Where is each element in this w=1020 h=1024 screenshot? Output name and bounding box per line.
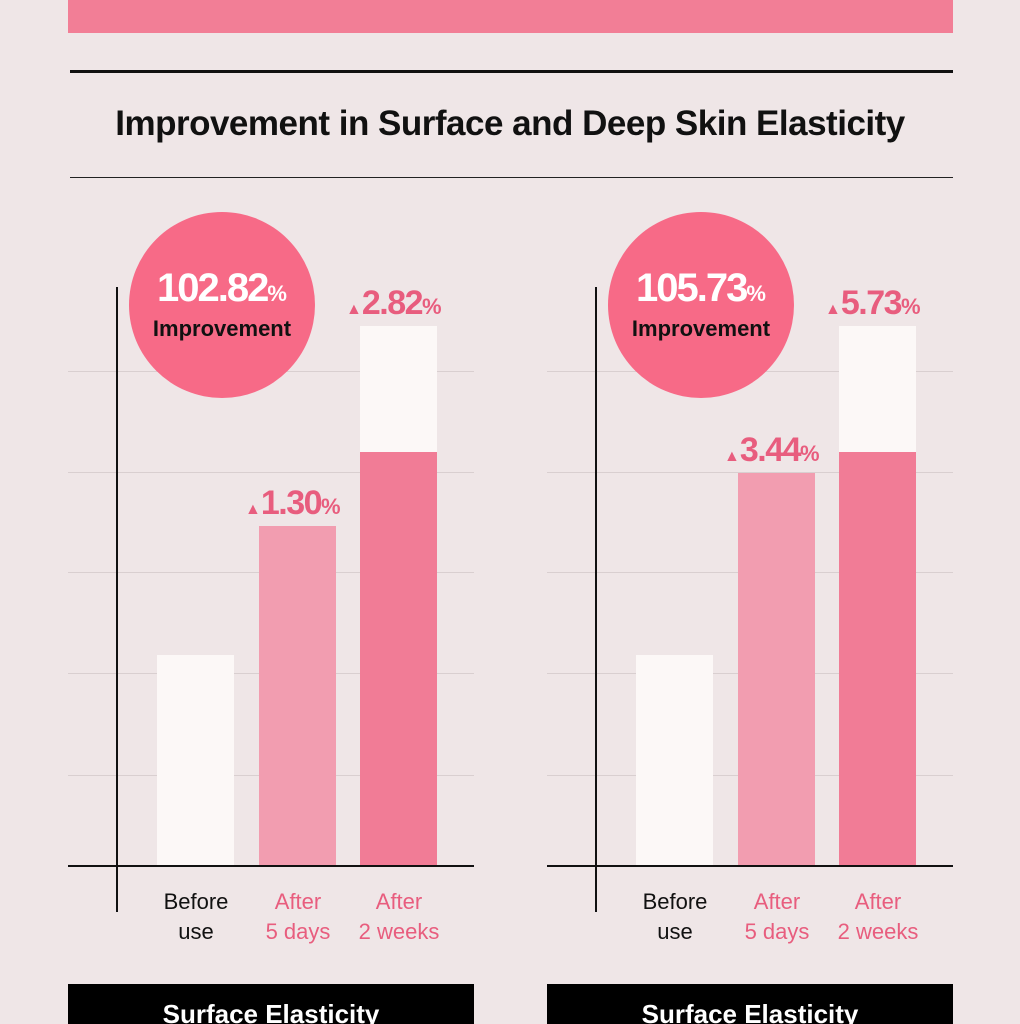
headline-badge: 102.82% Improvement	[129, 212, 315, 398]
data-label-value: 2.82	[361, 284, 424, 322]
divider	[70, 70, 953, 73]
x-tick-label: After 5 days	[243, 887, 353, 947]
data-label: ▲5.73%	[825, 284, 921, 323]
data-label-unit: %	[321, 494, 341, 519]
triangle-up-icon: ▲	[724, 448, 740, 465]
chart-1: Before use ▲1.30% After 5 days ▲2.82% After 2 w…	[68, 200, 488, 960]
bar-after-5-days	[738, 473, 815, 865]
bar-after-2-weeks	[360, 452, 437, 865]
chart-footer-label: Surface Elasticity	[68, 984, 474, 1024]
headline-label: Improvement	[631, 316, 771, 341]
data-label: ▲2.82%	[346, 284, 442, 323]
triangle-up-icon: ▲	[346, 301, 362, 318]
page-title: Improvement in Surface and Deep Skin Ela…	[115, 104, 905, 143]
data-label-value: 3.44	[739, 431, 802, 469]
triangle-up-icon: ▲	[245, 501, 261, 518]
x-tick-label-line: After	[375, 889, 423, 914]
y-axis	[116, 287, 118, 912]
bar-after-5-days	[259, 526, 336, 865]
x-tick-label-line: After	[274, 889, 322, 914]
headline-badge: 105.73% Improvement	[608, 212, 794, 398]
gridline	[547, 472, 953, 473]
headline-unit: %	[746, 281, 766, 306]
x-tick-label: After 2 weeks	[823, 887, 933, 947]
headline-value: 105.73%	[608, 268, 794, 314]
headline-value: 102.82%	[129, 268, 315, 314]
headline-number: 102.82	[157, 266, 269, 310]
x-tick-label-line: 5 days	[744, 919, 810, 944]
data-label-unit: %	[422, 294, 442, 319]
data-label: ▲1.30%	[245, 484, 341, 523]
x-tick-label-line: 2 weeks	[837, 919, 919, 944]
bar-after-2-weeks	[839, 452, 916, 865]
gridline	[68, 472, 474, 473]
bar-before	[636, 655, 713, 865]
x-tick-label-line: Before	[642, 889, 708, 914]
data-label-value: 5.73	[840, 284, 903, 322]
x-tick-label: After 5 days	[722, 887, 832, 947]
top-banner	[68, 0, 953, 33]
data-label-unit: %	[800, 441, 820, 466]
data-label: ▲3.44%	[724, 431, 820, 470]
headline-label: Improvement	[152, 316, 292, 341]
x-tick-label-line: use	[178, 919, 214, 944]
x-tick-label-line: 5 days	[265, 919, 331, 944]
data-label-unit: %	[901, 294, 921, 319]
x-tick-label: Before use	[620, 887, 730, 947]
x-tick-label: Before use	[141, 887, 251, 947]
x-tick-label-line: 2 weeks	[358, 919, 440, 944]
x-axis	[68, 865, 474, 867]
y-axis	[595, 287, 597, 912]
headline-number: 105.73	[636, 266, 748, 310]
x-tick-label-line: Before	[163, 889, 229, 914]
headline-unit: %	[267, 281, 287, 306]
divider	[70, 177, 953, 178]
chart-2: Before use ▲3.44% After 5 days ▲5.73% After 2 w…	[547, 200, 967, 960]
chart-footer-label: Surface Elasticity	[547, 984, 953, 1024]
x-tick-label-line: use	[657, 919, 693, 944]
bar-before	[157, 655, 234, 865]
x-tick-label: After 2 weeks	[344, 887, 454, 947]
x-tick-label-line: After	[854, 889, 902, 914]
data-label-value: 1.30	[260, 484, 323, 522]
x-tick-label-line: After	[753, 889, 801, 914]
triangle-up-icon: ▲	[825, 301, 841, 318]
x-axis	[547, 865, 953, 867]
